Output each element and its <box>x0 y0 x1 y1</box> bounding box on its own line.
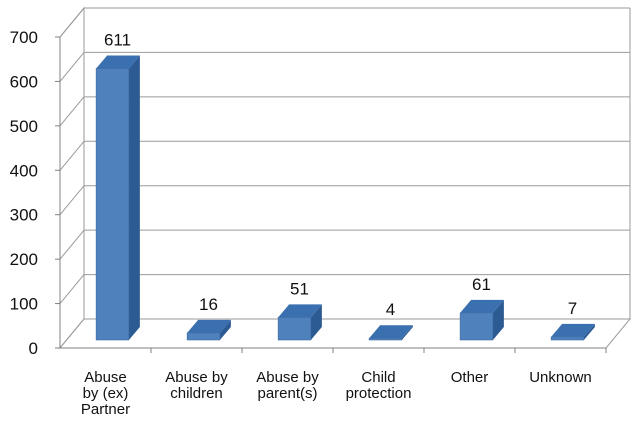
x-tick-label-line: Other <box>451 369 489 386</box>
y-tick-label: 400 <box>10 161 38 180</box>
side-wall <box>59 6 85 350</box>
bar <box>95 68 130 341</box>
bar <box>459 312 494 341</box>
x-tick-label-line: parent(s) <box>257 385 317 402</box>
y-tick-label: 100 <box>10 295 38 314</box>
gridline-diagonal <box>59 7 85 38</box>
data-label: 16 <box>199 295 218 314</box>
bar-top <box>460 299 504 313</box>
data-label: 4 <box>386 300 395 319</box>
bar-top <box>96 55 140 69</box>
axes: 0 100 200 300 400 500 600 700 <box>10 28 607 358</box>
bar <box>186 332 221 341</box>
x-tick-label: Other <box>451 369 489 386</box>
bars <box>95 55 595 341</box>
gridline-diagonal <box>59 185 85 216</box>
gridline-diagonal <box>59 96 85 127</box>
bar-top <box>369 325 413 339</box>
gridline-diagonal <box>59 274 85 304</box>
x-tick-label-line: Abuse <box>84 369 127 386</box>
gridlines <box>58 6 632 350</box>
floor <box>58 318 632 349</box>
y-tick-label: 200 <box>10 250 38 269</box>
data-label: 51 <box>290 279 309 298</box>
x-tick-label: Abuse by parent(s) <box>256 369 319 402</box>
data-label: 611 <box>104 31 131 50</box>
bar-top <box>187 319 231 333</box>
bar-top <box>278 304 322 318</box>
y-tick-label: 0 <box>29 339 38 358</box>
data-label: 7 <box>568 299 577 318</box>
y-tick-label: 300 <box>10 206 38 225</box>
x-tick-label-line: Child <box>361 369 395 386</box>
x-tick-label: Child protection <box>346 369 412 402</box>
y-tick-label: 500 <box>10 117 38 136</box>
bar <box>550 336 585 341</box>
bar-top <box>551 323 595 337</box>
bar-side <box>492 299 504 340</box>
x-tick-label: Abuse by children <box>165 369 228 402</box>
x-tick-label-line: Abuse by <box>165 369 228 386</box>
bar-side <box>310 304 322 340</box>
x-tick-label-line: Unknown <box>529 369 592 386</box>
bar-side <box>401 325 413 340</box>
gridline-diagonal <box>59 140 85 171</box>
y-tick-label: 700 <box>10 28 38 47</box>
data-label: 61 <box>472 275 491 294</box>
y-tick-label: 600 <box>10 72 38 91</box>
bar <box>277 317 312 341</box>
bar-side <box>219 319 231 340</box>
x-tick-label-line: Abuse by <box>256 369 319 386</box>
x-tick-label-line: by (ex) <box>83 385 129 402</box>
x-tick-label: Unknown <box>529 369 592 386</box>
gridline-diagonal <box>59 52 85 82</box>
x-tick-label: Abuse by (ex) Partner <box>81 369 130 418</box>
x-tick-label-line: protection <box>346 385 412 402</box>
x-tick-label-line: Partner <box>81 401 130 418</box>
bar <box>368 337 403 341</box>
bar-side <box>128 55 140 340</box>
bar-side <box>583 323 595 340</box>
gridline-diagonal <box>59 229 85 260</box>
x-tick-label-line: children <box>170 385 223 402</box>
